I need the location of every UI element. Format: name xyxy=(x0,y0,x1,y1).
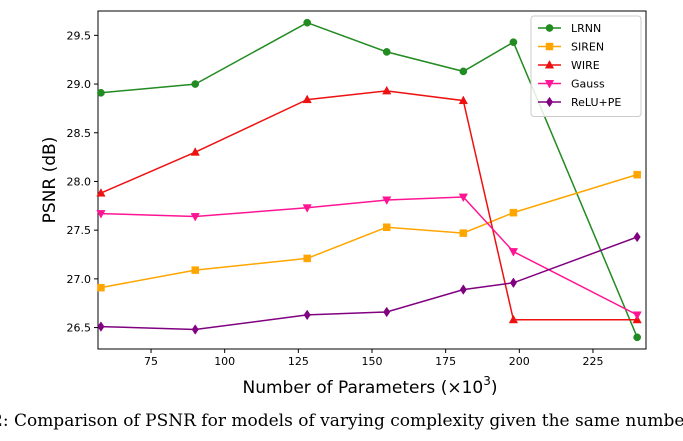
data-point-siren xyxy=(509,208,518,217)
data-point-wire xyxy=(458,95,468,105)
series-line-siren xyxy=(100,173,638,289)
data-point-gauss xyxy=(458,193,468,203)
data-point-wire xyxy=(96,188,106,197)
x-tick-label: 225 xyxy=(582,355,603,368)
legend-label: Gauss xyxy=(571,78,605,91)
data-point-lrnn xyxy=(191,80,200,88)
data-point-gauss xyxy=(632,311,642,320)
x-tick-label: 75 xyxy=(144,355,158,368)
y-axis-label: PSNR (dB) xyxy=(40,137,60,224)
legend-item-relu-pe: ReLU+PE xyxy=(538,96,621,109)
y-tick-label: 29.0 xyxy=(67,78,92,91)
legend-item-wire: WIRE xyxy=(538,59,600,72)
x-tick-label: 100 xyxy=(214,355,235,368)
data-point-relu-pe xyxy=(459,284,467,295)
series-line-wire xyxy=(100,90,638,321)
legend: LRNN SIREN WIRE Gauss ReLU+PE xyxy=(530,15,642,117)
x-axis-label-close: ) xyxy=(491,378,498,398)
x-axis-label-exponent: 3 xyxy=(483,374,491,388)
legend-label: ReLU+PE xyxy=(571,96,621,109)
y-tick-label: 28.5 xyxy=(67,127,92,140)
data-point-wire xyxy=(508,314,519,324)
data-point-lrnn xyxy=(382,48,391,56)
y-tick-label: 27.0 xyxy=(67,273,92,286)
data-point-siren xyxy=(97,283,105,292)
data-point-siren xyxy=(459,229,468,237)
legend-swatch-marker xyxy=(544,59,555,69)
series-layer xyxy=(96,18,642,342)
data-point-relu-pe xyxy=(97,321,105,332)
data-point-siren xyxy=(191,266,199,274)
x-tick-label: 175 xyxy=(435,355,456,368)
x-axis-label: Number of Parameters (×103) xyxy=(243,374,498,398)
data-point-wire xyxy=(190,147,200,156)
data-point-lrnn xyxy=(633,333,642,342)
data-point-siren xyxy=(633,170,641,179)
data-point-gauss xyxy=(302,204,312,213)
series-lrnn xyxy=(97,18,642,342)
series-siren xyxy=(97,170,641,292)
data-point-siren xyxy=(382,223,391,231)
legend-swatch-marker xyxy=(545,24,554,32)
data-point-lrnn xyxy=(97,88,105,97)
data-point-lrnn xyxy=(303,18,312,27)
data-point-relu-pe xyxy=(303,309,311,321)
figure-caption: 2: Comparison of PSNR for models of vary… xyxy=(0,411,683,431)
legend-item-gauss: Gauss xyxy=(538,78,605,91)
data-point-relu-pe xyxy=(509,277,517,289)
data-point-relu-pe xyxy=(191,324,199,335)
y-tick-label: 27.5 xyxy=(67,224,92,237)
legend-item-lrnn: LRNN xyxy=(538,22,601,35)
legend-swatch-marker xyxy=(544,80,555,89)
x-tick-label: 200 xyxy=(509,355,530,368)
legend-label: SIREN xyxy=(571,41,604,54)
legend-item-siren: SIREN xyxy=(538,41,604,54)
series-relu-pe xyxy=(97,231,641,335)
series-line-relu-pe xyxy=(100,236,638,331)
x-axis: 75 100 125 150 175 200 225 xyxy=(144,349,603,368)
data-point-relu-pe xyxy=(633,231,641,243)
x-axis-label-text: Number of Parameters (×10 xyxy=(243,378,484,398)
data-point-lrnn xyxy=(509,38,518,47)
data-point-siren xyxy=(303,254,311,263)
y-tick-label: 26.5 xyxy=(67,322,92,335)
series-line-gauss xyxy=(100,196,638,316)
series-wire xyxy=(96,85,642,324)
data-point-gauss xyxy=(190,213,200,222)
series-gauss xyxy=(96,193,642,320)
data-point-gauss xyxy=(508,248,519,257)
data-point-wire xyxy=(382,85,392,95)
data-point-gauss xyxy=(382,196,392,205)
y-axis: 26.5 27.0 27.5 28.0 28.5 29.0 29.5 xyxy=(67,29,98,335)
data-point-relu-pe xyxy=(383,306,391,318)
x-tick-label: 125 xyxy=(288,355,309,368)
legend-box xyxy=(530,15,642,117)
legend-label: WIRE xyxy=(571,59,600,72)
data-point-gauss xyxy=(96,210,106,219)
x-tick-label: 150 xyxy=(362,355,383,368)
y-tick-label: 28.0 xyxy=(67,175,92,188)
data-point-wire xyxy=(302,94,312,104)
legend-swatch-marker xyxy=(545,96,554,108)
y-tick-label: 29.5 xyxy=(67,29,92,42)
legend-label: LRNN xyxy=(571,22,601,35)
legend-swatch-marker xyxy=(545,42,554,51)
data-point-lrnn xyxy=(459,67,468,76)
